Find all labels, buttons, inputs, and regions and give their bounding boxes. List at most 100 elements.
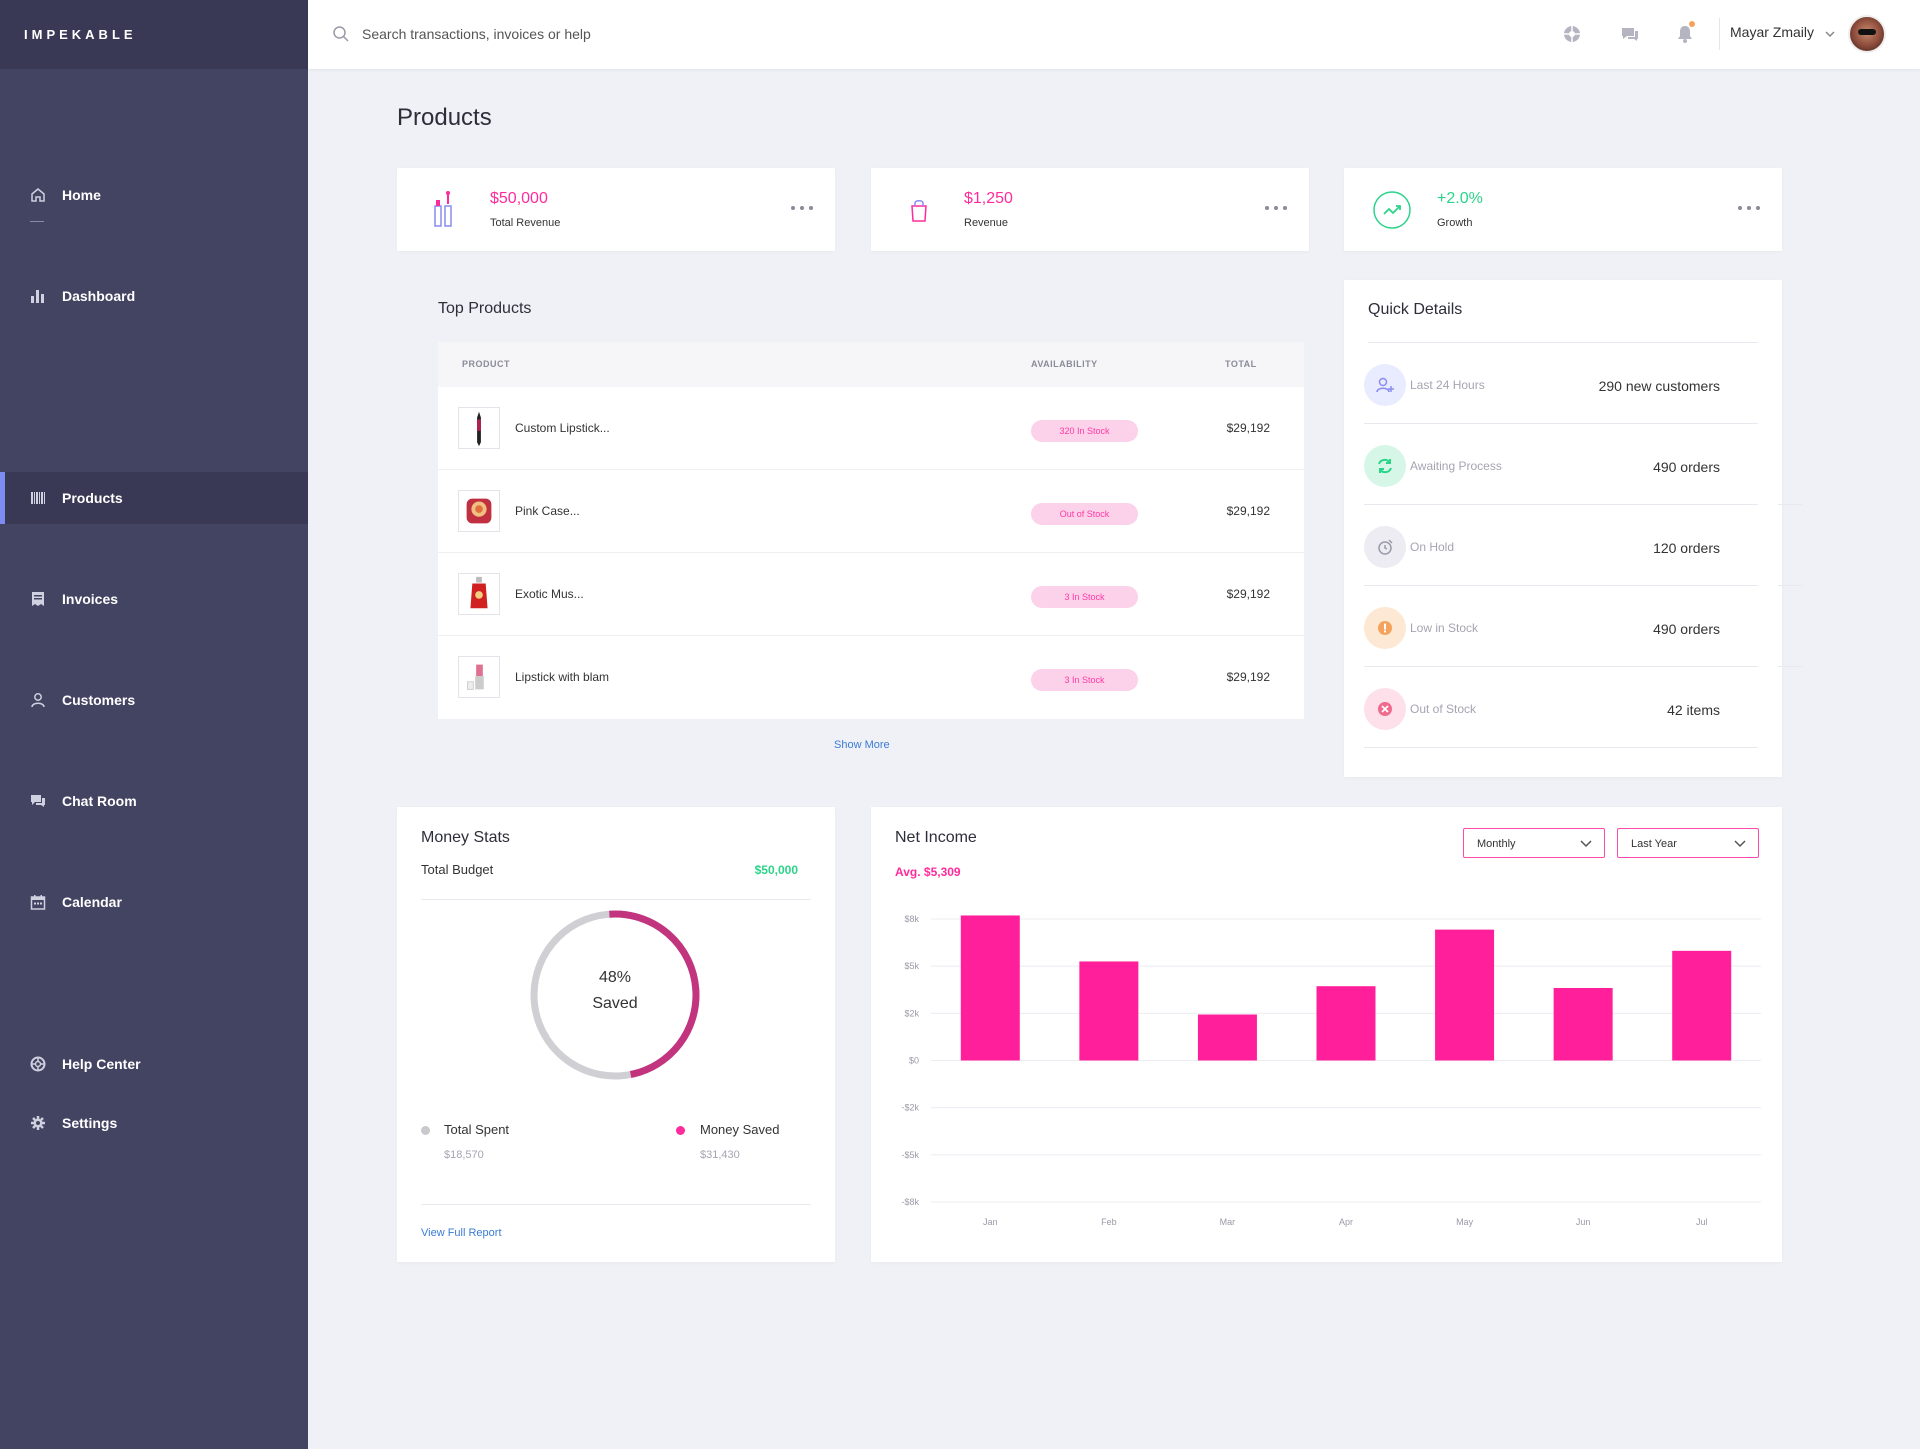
more-options-button[interactable] bbox=[1738, 200, 1760, 216]
quick-detail-row: Awaiting Process 490 orders bbox=[1364, 424, 1802, 505]
notifications-bell-icon[interactable] bbox=[1675, 21, 1695, 44]
money-saved-value: $31,430 bbox=[700, 1149, 740, 1161]
y-tick-label: -$2k bbox=[901, 1103, 919, 1113]
chat-icon bbox=[29, 792, 47, 810]
range-select[interactable]: Last Year bbox=[1617, 828, 1759, 858]
messages-icon[interactable] bbox=[1620, 24, 1640, 44]
total-spent-value: $18,570 bbox=[444, 1149, 484, 1161]
brand: IMPEKABLE bbox=[0, 0, 308, 69]
bar-jul bbox=[1672, 950, 1732, 1061]
total-budget-value: $50,000 bbox=[754, 863, 798, 877]
refresh-icon bbox=[1364, 445, 1406, 487]
sidebar-item-label: Chat Room bbox=[62, 793, 137, 809]
avatar[interactable] bbox=[1848, 15, 1886, 53]
trending-up-icon bbox=[1372, 190, 1412, 230]
sidebar-item-home[interactable]: Home bbox=[0, 169, 308, 221]
product-thumbnail bbox=[458, 407, 500, 449]
bar-jun bbox=[1553, 987, 1613, 1061]
show-more-link[interactable]: Show More bbox=[834, 739, 890, 751]
calendar-icon bbox=[29, 893, 47, 911]
x-tick-label: Jun bbox=[1576, 1217, 1591, 1227]
quick-detail-value: 42 items bbox=[1667, 702, 1720, 718]
product-thumbnail bbox=[458, 656, 500, 698]
table-row[interactable]: Lipstick with blam 3 In Stock $29,192 bbox=[438, 636, 1304, 719]
table-row[interactable]: Exotic Mus... 3 In Stock $29,192 bbox=[438, 553, 1304, 636]
search-input[interactable] bbox=[362, 22, 862, 46]
sidebar-item-invoices[interactable]: Invoices bbox=[0, 573, 308, 625]
product-name: Lipstick with blam bbox=[515, 670, 610, 684]
donut-saved-arc bbox=[530, 910, 700, 1080]
stat-card-total-revenue: $50,000 Total Revenue bbox=[397, 168, 835, 251]
barcode-icon bbox=[29, 489, 47, 507]
table-header: PRODUCT AVAILABILITY TOTAL bbox=[438, 342, 1304, 387]
chevron-down-icon bbox=[1580, 840, 1592, 848]
view-full-report-link[interactable]: View Full Report bbox=[421, 1227, 502, 1239]
add-user-icon bbox=[1364, 364, 1406, 406]
x-tick-label: Feb bbox=[1101, 1217, 1117, 1227]
sidebar-item-products[interactable]: Products bbox=[0, 472, 308, 524]
stat-value: $50,000 bbox=[490, 190, 548, 207]
stat-label: Growth bbox=[1437, 217, 1473, 229]
total-spent-label: Total Spent bbox=[444, 1122, 510, 1137]
sidebar-item-help-center[interactable]: Help Center bbox=[0, 1038, 308, 1090]
sidebar-item-label: Home bbox=[62, 187, 101, 203]
user-name[interactable]: Mayar Zmaily bbox=[1730, 24, 1815, 40]
bar-feb bbox=[1079, 961, 1139, 1061]
user-icon bbox=[29, 691, 47, 709]
stat-card-revenue: $1,250 Revenue bbox=[871, 168, 1309, 251]
table-row[interactable]: Custom Lipstick... 320 In Stock $29,192 bbox=[438, 387, 1304, 470]
sidebar-item-label: Invoices bbox=[62, 591, 119, 607]
sidebar-item-label: Help Center bbox=[62, 1056, 141, 1072]
stat-label: Total Revenue bbox=[490, 217, 561, 229]
quick-detail-value: 290 new customers bbox=[1598, 378, 1720, 394]
divider bbox=[421, 899, 811, 900]
sidebar-item-label: Products bbox=[62, 490, 123, 506]
pause-icon bbox=[1364, 526, 1406, 568]
product-name: Exotic Mus... bbox=[515, 587, 584, 601]
sidebar-item-label: Dashboard bbox=[62, 288, 136, 304]
product-thumbnail bbox=[458, 573, 500, 615]
invoice-icon bbox=[29, 590, 47, 608]
net-income-bar-chart: $8k $5k $2k $0 -$2k -$5k -$8k Jan Feb Mar Apr May Ju… bbox=[901, 914, 1761, 1227]
top-products-title: Top Products bbox=[438, 300, 532, 317]
quick-detail-value: 490 orders bbox=[1653, 621, 1720, 637]
x-tick-label: Jan bbox=[983, 1217, 998, 1227]
sidebar-item-calendar[interactable]: Calendar bbox=[0, 876, 308, 928]
quick-detail-value: 490 orders bbox=[1653, 459, 1720, 475]
money-stats-card: Money Stats Total Budget $50,000 48% Sav… bbox=[397, 807, 835, 1262]
shopping-bag-icon bbox=[899, 190, 939, 230]
home-indicator bbox=[30, 221, 44, 222]
column-header-availability: AVAILABILITY bbox=[1031, 359, 1098, 369]
topbar: Mayar Zmaily bbox=[308, 0, 1920, 69]
money-saved-dot bbox=[676, 1126, 685, 1135]
total-budget-label: Total Budget bbox=[421, 862, 494, 877]
divider bbox=[421, 1204, 811, 1205]
sidebar-item-chat-room[interactable]: Chat Room bbox=[0, 775, 308, 827]
sidebar-item-dashboard[interactable]: Dashboard bbox=[0, 270, 308, 322]
period-select-value: Monthly bbox=[1477, 838, 1516, 850]
table-row[interactable]: Pink Case... Out of Stock $29,192 bbox=[438, 470, 1304, 553]
sidebar-item-label: Calendar bbox=[62, 894, 122, 910]
bar-chart-icon bbox=[29, 287, 47, 305]
sidebar-item-customers[interactable]: Customers bbox=[0, 674, 308, 726]
product-total: $29,192 bbox=[1226, 670, 1270, 684]
quick-detail-row: Low in Stock 490 orders bbox=[1364, 586, 1802, 667]
more-options-button[interactable] bbox=[791, 200, 813, 216]
more-options-button[interactable] bbox=[1265, 200, 1287, 216]
sidebar-item-settings[interactable]: Settings bbox=[0, 1097, 308, 1149]
money-saved-label: Money Saved bbox=[700, 1122, 780, 1137]
help-globe-icon[interactable] bbox=[1562, 24, 1582, 44]
sidebar-item-label: Customers bbox=[62, 692, 136, 708]
period-select[interactable]: Monthly bbox=[1463, 828, 1605, 858]
x-tick-label: Mar bbox=[1220, 1217, 1236, 1227]
availability-badge: 3 In Stock bbox=[1031, 669, 1138, 691]
availability-badge: Out of Stock bbox=[1031, 503, 1138, 525]
product-thumbnail bbox=[458, 490, 500, 532]
product-name: Custom Lipstick... bbox=[515, 421, 610, 435]
quick-detail-label: Out of Stock bbox=[1410, 702, 1477, 716]
saved-percent: 48% bbox=[598, 969, 632, 986]
quick-detail-row: Out of Stock 42 items bbox=[1364, 667, 1782, 748]
close-circle-icon bbox=[1364, 688, 1406, 730]
y-tick-label: $0 bbox=[909, 1056, 919, 1066]
chevron-down-icon[interactable] bbox=[1824, 28, 1836, 40]
